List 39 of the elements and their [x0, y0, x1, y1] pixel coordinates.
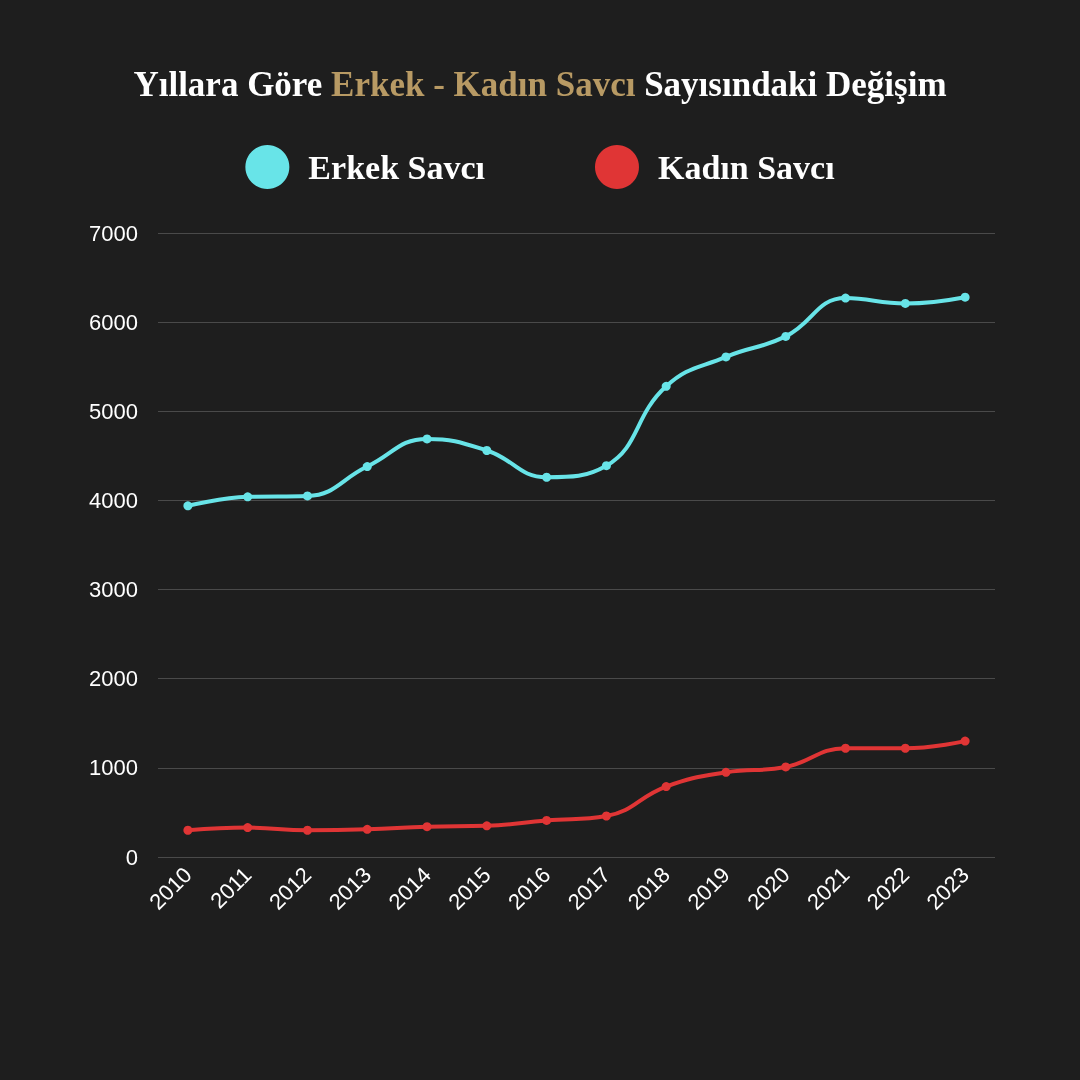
y-tick-label: 3000	[89, 577, 138, 603]
point	[542, 472, 552, 482]
point	[422, 434, 432, 444]
legend-label: Kadın Savcı	[657, 148, 835, 186]
point	[661, 381, 671, 391]
point	[601, 461, 611, 471]
point	[781, 762, 791, 772]
point	[661, 782, 671, 792]
legend-label: Erkek Savcı	[308, 148, 485, 186]
point	[900, 298, 910, 308]
point	[482, 821, 492, 831]
point	[362, 824, 372, 834]
point	[362, 462, 372, 472]
point	[960, 292, 970, 302]
y-tick-label: 7000	[89, 220, 138, 246]
point	[841, 293, 851, 303]
point	[960, 736, 970, 746]
y-tick-label: 4000	[89, 487, 138, 513]
point	[482, 446, 492, 456]
y-tick-label: 2000	[89, 666, 138, 692]
point	[183, 501, 193, 511]
point	[243, 492, 253, 502]
point	[781, 331, 791, 341]
chart-title: Yıllara Göre Erkek - Kadın Savcı Sayısındaki Değişim	[133, 65, 947, 104]
point	[721, 767, 731, 777]
point	[542, 815, 552, 825]
y-tick-label: 5000	[89, 398, 138, 424]
point	[900, 743, 910, 753]
point	[183, 825, 193, 835]
y-tick-label: 6000	[89, 309, 138, 335]
point	[841, 743, 851, 753]
point	[302, 491, 312, 501]
point	[302, 825, 312, 835]
point	[422, 822, 432, 832]
y-tick-label: 0	[125, 844, 138, 870]
point	[243, 823, 253, 833]
point	[721, 352, 731, 362]
y-tick-label: 1000	[89, 755, 138, 781]
point	[601, 811, 611, 821]
